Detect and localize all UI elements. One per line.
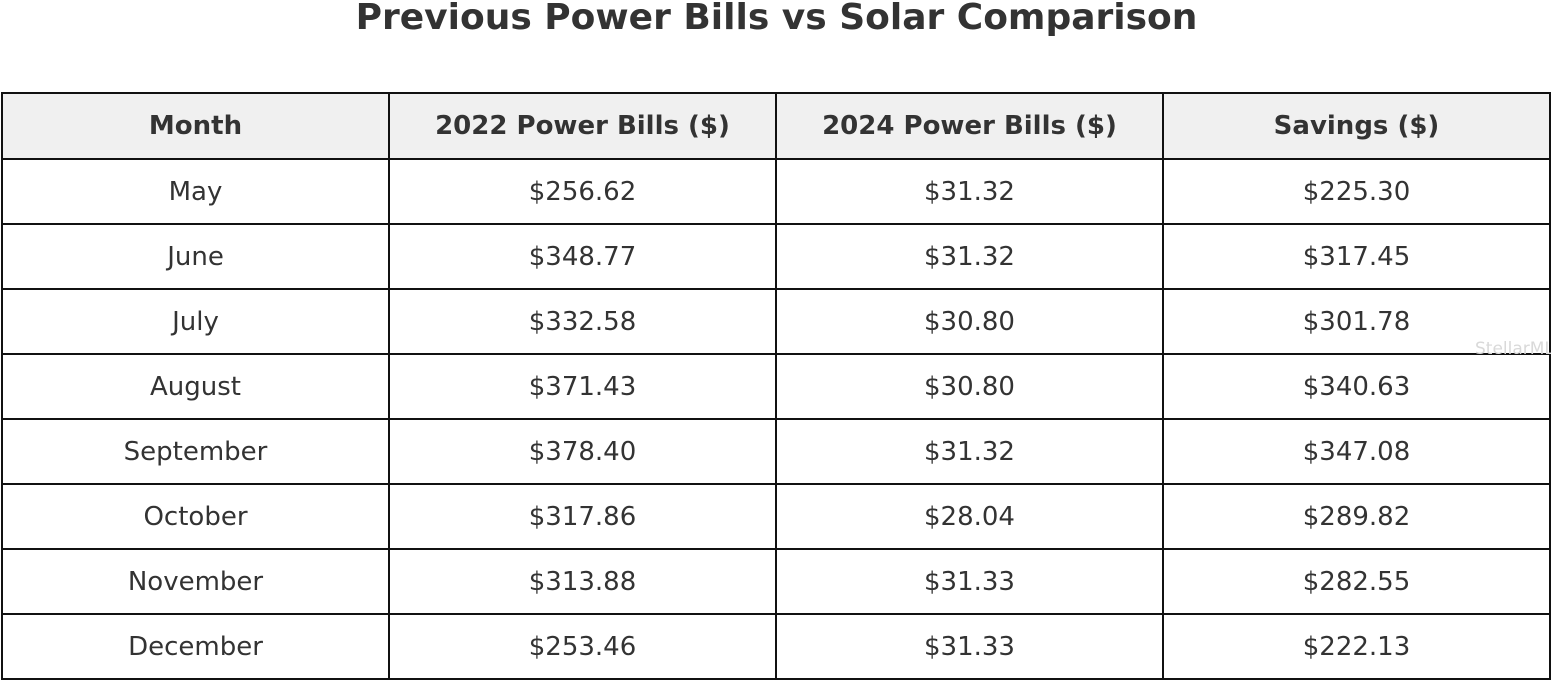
table-row: July $332.58 $30.80 $301.78 [1,288,1551,355]
cell-month: August [1,353,390,420]
cell-savings: $340.63 [1162,353,1551,420]
cell-2024-bill: $31.33 [775,613,1164,680]
cell-2024-bill: $31.32 [775,418,1164,485]
cell-2022-bill: $348.77 [388,223,777,290]
cell-savings: $222.13 [1162,613,1551,680]
cell-2022-bill: $332.58 [388,288,777,355]
watermark: StellarMLS [1475,339,1551,359]
cell-2024-bill: $31.32 [775,223,1164,290]
table-row: May $256.62 $31.32 $225.30 [1,158,1551,225]
table-header-row: Month 2022 Power Bills ($) 2024 Power Bi… [1,92,1551,160]
cell-2022-bill: $371.43 [388,353,777,420]
cell-month: November [1,548,390,615]
table-row: December $253.46 $31.33 $222.13 [1,613,1551,680]
cell-2022-bill: $256.62 [388,158,777,225]
cell-2022-bill: $378.40 [388,418,777,485]
cell-savings: $282.55 [1162,548,1551,615]
table-row: November $313.88 $31.33 $282.55 [1,548,1551,615]
header-2022-bills: 2022 Power Bills ($) [388,92,777,160]
table-row: June $348.77 $31.32 $317.45 [1,223,1551,290]
power-bills-table: Month 2022 Power Bills ($) 2024 Power Bi… [1,92,1551,680]
cell-2024-bill: $30.80 [775,353,1164,420]
cell-2024-bill: $30.80 [775,288,1164,355]
table-row: October $317.86 $28.04 $289.82 [1,483,1551,550]
cell-2024-bill: $31.33 [775,548,1164,615]
cell-2022-bill: $313.88 [388,548,777,615]
table-row: September $378.40 $31.32 $347.08 [1,418,1551,485]
cell-savings: $317.45 [1162,223,1551,290]
cell-2022-bill: $317.86 [388,483,777,550]
cell-savings: $289.82 [1162,483,1551,550]
table-row: August $371.43 $30.80 $340.63 [1,353,1551,420]
header-2024-bills: 2024 Power Bills ($) [775,92,1164,160]
cell-2024-bill: $28.04 [775,483,1164,550]
cell-month: July [1,288,390,355]
cell-month: October [1,483,390,550]
cell-month: September [1,418,390,485]
cell-savings: $301.78 [1162,288,1551,355]
cell-savings: $225.30 [1162,158,1551,225]
header-month: Month [1,92,390,160]
cell-2024-bill: $31.32 [775,158,1164,225]
cell-savings: $347.08 [1162,418,1551,485]
cell-month: December [1,613,390,680]
cell-month: May [1,158,390,225]
cell-month: June [1,223,390,290]
cell-2022-bill: $253.46 [388,613,777,680]
page-title: Previous Power Bills vs Solar Comparison [355,0,1198,36]
header-savings: Savings ($) [1162,92,1551,160]
